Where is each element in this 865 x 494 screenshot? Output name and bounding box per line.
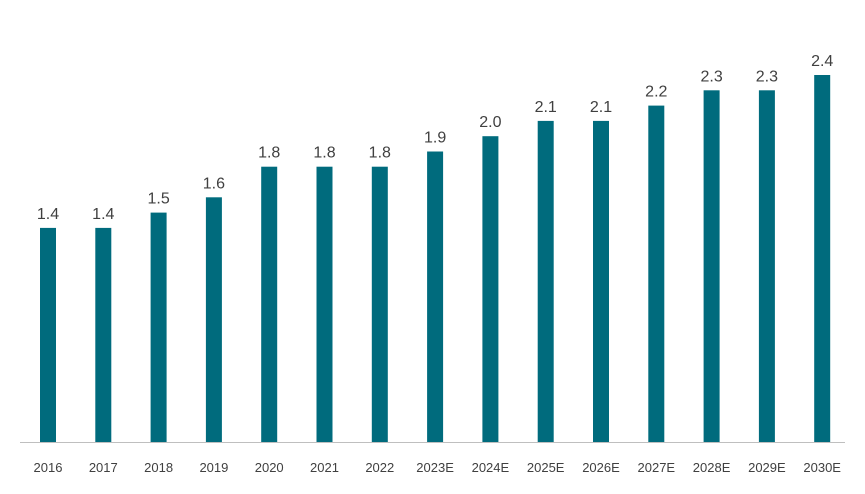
x-tick-label-2021: 2021: [310, 460, 339, 475]
value-label-2016: 1.4: [37, 206, 59, 223]
bar-2018: [150, 212, 167, 442]
value-label-2022: 1.8: [369, 145, 391, 162]
x-tick-label-2016: 2016: [34, 460, 63, 475]
bar-2027E: [648, 105, 665, 442]
value-label-2017: 1.4: [92, 206, 114, 223]
value-label-2023E: 1.9: [424, 130, 446, 147]
bar-2028E: [703, 90, 720, 443]
x-tick-label-2022: 2022: [365, 460, 394, 475]
value-label-2027E: 2.2: [645, 84, 667, 101]
value-labels-group: 1.4 1.4 1.5 1.6 1.8 1.8 1.8 1.9 2.0 2.1 2.1 2.2 2.3 2…: [37, 53, 834, 223]
x-tick-label-2025E: 2025E: [527, 460, 565, 475]
value-label-2020: 1.8: [258, 145, 280, 162]
x-tick-label-2017: 2017: [89, 460, 118, 475]
x-tick-label-2026E: 2026E: [582, 460, 620, 475]
bar-2025E: [537, 120, 554, 443]
bar-2022: [371, 166, 388, 442]
x-tick-label-2019: 2019: [199, 460, 228, 475]
x-tick-label-2020: 2020: [255, 460, 284, 475]
x-tick-label-2018: 2018: [144, 460, 173, 475]
bars-group: [40, 75, 831, 443]
value-label-2028E: 2.3: [700, 68, 722, 85]
value-label-2018: 1.5: [147, 191, 169, 208]
value-label-2029E: 2.3: [756, 68, 778, 85]
bar-2017: [95, 227, 112, 442]
x-tick-label-2030E: 2030E: [803, 460, 841, 475]
x-tick-label-2029E: 2029E: [748, 460, 786, 475]
x-tick-label-2024E: 2024E: [472, 460, 510, 475]
bar-2019: [205, 197, 222, 442]
x-tick-label-2027E: 2027E: [638, 460, 676, 475]
bar-2030E: [814, 75, 831, 442]
bar-2024E: [482, 136, 499, 442]
x-tick-label-2028E: 2028E: [693, 460, 731, 475]
value-label-2030E: 2.4: [811, 53, 833, 70]
value-label-2021: 1.8: [313, 145, 335, 162]
x-tick-label-2023E: 2023E: [416, 460, 454, 475]
value-label-2026E: 2.1: [590, 99, 612, 116]
bar-2020: [261, 166, 278, 442]
bar-2029E: [758, 90, 775, 443]
value-label-2024E: 2.0: [479, 114, 501, 131]
x-tick-labels-group: 2016 2017 2018 2019 2020 2021 2022 2023E 2024E 20…: [34, 460, 842, 475]
bar-2026E: [593, 120, 609, 443]
bar-2023E: [427, 151, 444, 442]
bar-2021: [316, 166, 333, 442]
bar-2016: [40, 227, 56, 442]
value-label-2025E: 2.1: [535, 99, 557, 116]
value-label-2019: 1.6: [203, 175, 225, 192]
